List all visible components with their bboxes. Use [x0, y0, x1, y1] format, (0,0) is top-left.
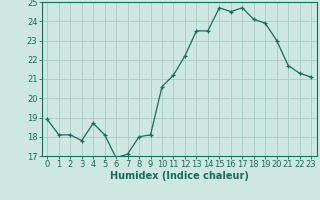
X-axis label: Humidex (Indice chaleur): Humidex (Indice chaleur)	[110, 171, 249, 181]
